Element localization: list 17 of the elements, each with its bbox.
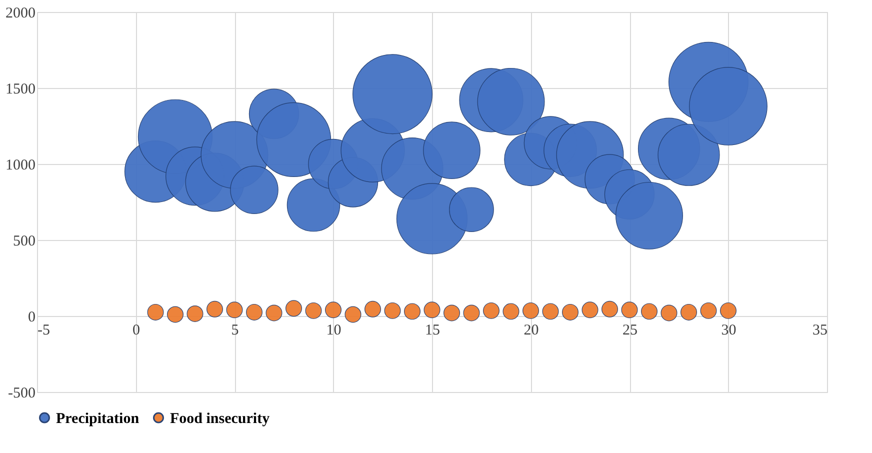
y-tick-label: 1000 xyxy=(6,158,36,174)
y-tick-label: 2000 xyxy=(6,6,36,22)
x-tick-label: -5 xyxy=(38,322,50,338)
x-tick-label: 15 xyxy=(425,322,440,338)
x-tick-label: 0 xyxy=(132,322,140,338)
y-tick-label: -500 xyxy=(8,386,36,402)
x-tick-label: 35 xyxy=(812,322,828,338)
x-tick-label: 25 xyxy=(622,322,638,338)
y-tick-label: 0 xyxy=(28,310,36,326)
x-tick-label: 30 xyxy=(721,322,736,338)
legend-label: Food insecurity xyxy=(170,410,270,427)
y-tick-label: 500 xyxy=(13,234,36,250)
y-tick-label: 1500 xyxy=(6,82,36,98)
x-tick-label: 5 xyxy=(231,322,239,338)
x-tick-label: 10 xyxy=(326,322,342,338)
legend-label: Precipitation xyxy=(56,410,140,427)
x-tick-label: 20 xyxy=(524,322,539,338)
